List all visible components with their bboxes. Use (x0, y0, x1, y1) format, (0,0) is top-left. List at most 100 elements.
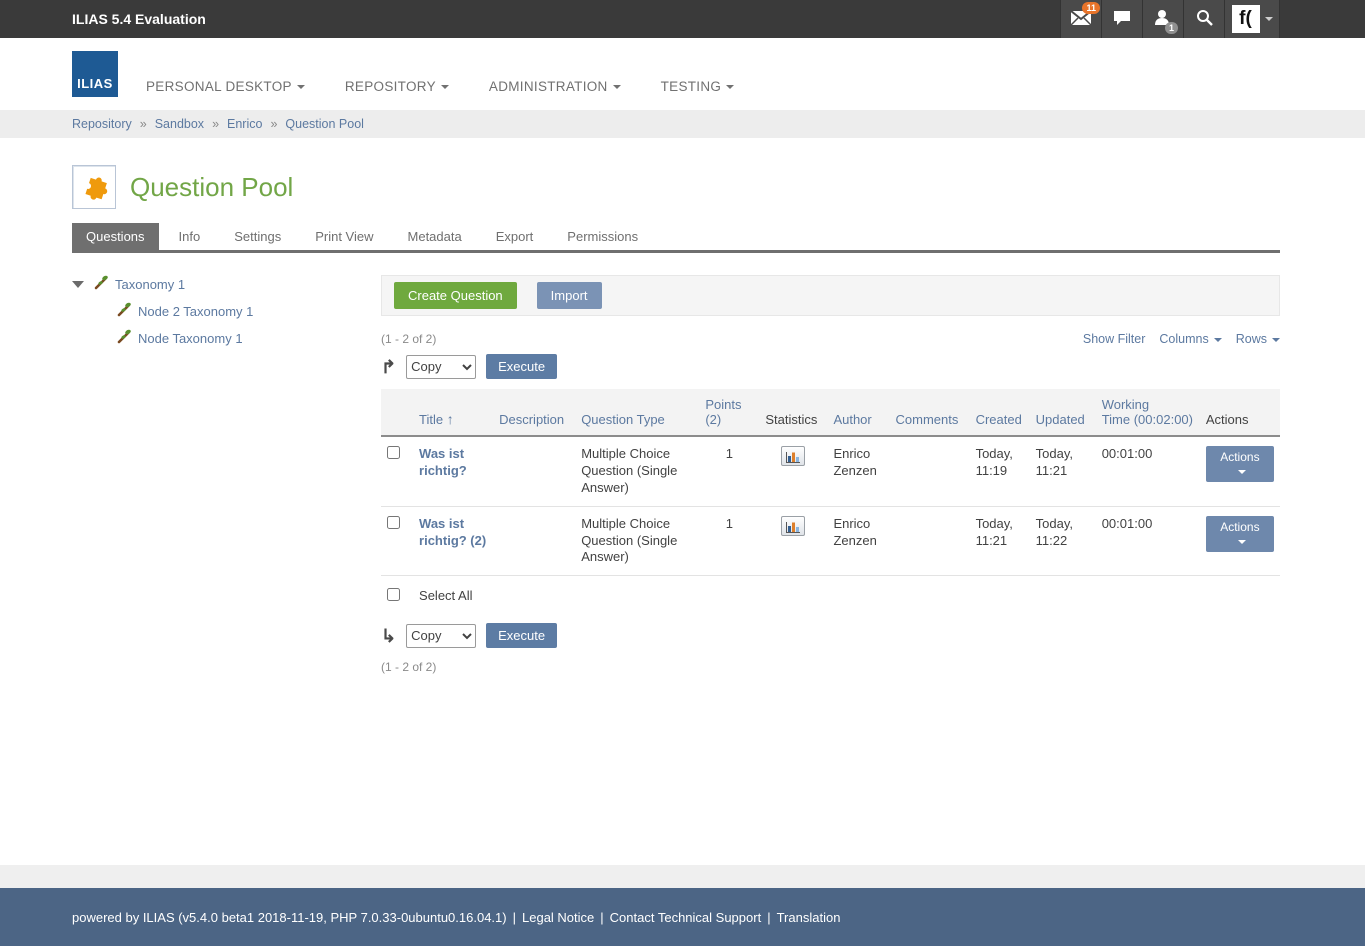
translation-link[interactable]: Translation (776, 909, 841, 925)
breadcrumb: Repository » Sandbox » Enrico » Question… (0, 110, 1365, 138)
search-button[interactable] (1183, 0, 1224, 38)
header-author: Author (827, 389, 890, 437)
title-cell: Was ist richtig? (2) (413, 506, 494, 577)
contact-support-link[interactable]: Contact Technical Support (609, 909, 762, 925)
question-title-link[interactable]: Was ist richtig? (2) (419, 515, 487, 548)
statistics-icon[interactable] (781, 446, 806, 466)
bulk-action-select[interactable]: Copy (406, 623, 477, 648)
chevron-down-icon (296, 84, 305, 89)
search-icon (1196, 9, 1213, 29)
pager-top: (1 - 2 of 2) (381, 332, 437, 346)
taxonomy-node-icon (94, 275, 109, 293)
row-actions-button[interactable]: Actions (1205, 446, 1274, 482)
sort-by-points-link[interactable]: Points (2) (705, 397, 742, 427)
columns-dropdown[interactable]: Columns (1159, 332, 1222, 346)
tab-print-view[interactable]: Print View (315, 229, 374, 244)
legal-notice-link[interactable]: Legal Notice (522, 909, 595, 925)
chevron-down-icon (1264, 17, 1273, 21)
user-menu-button[interactable]: f( (1224, 0, 1280, 38)
working-time-line1: Working (1101, 397, 1150, 412)
sort-by-created-link[interactable]: Created (975, 412, 1022, 427)
breadcrumb-repository[interactable]: Repository (72, 117, 132, 131)
row-checkbox[interactable] (387, 446, 400, 459)
chevron-down-icon (440, 84, 449, 89)
nav-personal-desktop[interactable]: PERSONAL DESKTOP (146, 79, 305, 94)
statistics-icon[interactable] (781, 515, 806, 536)
collapse-triangle-icon[interactable] (72, 280, 84, 288)
rows-dropdown[interactable]: Rows (1236, 332, 1280, 346)
actions-label: Actions (1220, 519, 1260, 534)
taxonomy-node-icon (117, 329, 132, 347)
question-title-link[interactable]: Was ist richtig? (419, 446, 467, 478)
points-cell: 1 (699, 436, 760, 507)
statistics-cell (759, 436, 828, 507)
sort-by-description-link[interactable]: Description (499, 412, 565, 427)
header-title: Title ↑ (413, 389, 494, 437)
pager-bottom: (1 - 2 of 2) (381, 660, 437, 675)
tree-link-taxonomy-1[interactable]: Taxonomy 1 (115, 276, 186, 292)
breadcrumb-sandbox[interactable]: Sandbox (154, 117, 205, 131)
breadcrumb-enrico[interactable]: Enrico (227, 117, 263, 131)
breadcrumb-separator: » (139, 117, 147, 131)
tree-node-root: Taxonomy 1 (72, 275, 381, 293)
tab-export[interactable]: Export (495, 229, 534, 244)
main-content: Question Pool Questions Info Settings Pr… (0, 138, 1365, 865)
tree-link-node-taxonomy-1[interactable]: Node Taxonomy 1 (138, 330, 243, 346)
sort-by-updated-link[interactable]: Updated (1035, 412, 1085, 427)
chat-button[interactable] (1101, 0, 1142, 38)
comments-cell (889, 506, 970, 577)
nav-testing[interactable]: TESTING (661, 79, 735, 94)
top-bar: ILIAS 5.4 Evaluation 11 1 f( (0, 0, 1365, 38)
tab-metadata[interactable]: Metadata (407, 229, 462, 244)
header-updated: Updated (1029, 389, 1096, 437)
tab-permissions[interactable]: Permissions (567, 229, 639, 244)
breadcrumb-question-pool[interactable]: Question Pool (285, 117, 364, 131)
question-type-cell: Multiple Choice Question (Single Answer) (575, 506, 700, 577)
tab-questions[interactable]: Questions (72, 223, 159, 250)
description-cell (493, 506, 576, 577)
ilias-logo[interactable]: ILIAS (72, 51, 118, 97)
mail-button[interactable]: 11 (1060, 0, 1101, 38)
main-navigation: ILIAS PERSONAL DESKTOP REPOSITORY ADMINI… (0, 38, 1365, 110)
sort-by-author-link[interactable]: Author (833, 412, 872, 427)
table-row: Was ist richtig? (2) Multiple Choice Que… (381, 506, 1280, 577)
created-cell: Today, 11:19 (969, 436, 1030, 507)
sort-ascending-icon[interactable]: ↑ (446, 411, 454, 427)
row-actions-button[interactable]: Actions (1205, 515, 1274, 552)
sort-by-working-time-link[interactable]: Working Time (00:02:00) (1102, 397, 1194, 427)
nav-repository[interactable]: REPOSITORY (345, 79, 449, 94)
tab-bar: Questions Info Settings Print View Metad… (72, 223, 1280, 253)
table-row: Was ist richtig? Multiple Choice Questio… (381, 436, 1280, 507)
header-actions: Actions (1199, 389, 1280, 437)
mail-count-badge: 11 (1082, 2, 1100, 14)
header-created: Created (969, 389, 1030, 437)
title-bar: Question Pool (0, 138, 1365, 209)
sort-by-title-link[interactable]: Title (419, 412, 444, 427)
row-checkbox[interactable] (387, 515, 400, 529)
apply-to-bottom-arrow-icon: ↳ (381, 625, 397, 646)
show-filter-link[interactable]: Show Filter (1082, 332, 1146, 346)
question-pool-icon (72, 165, 116, 209)
tab-settings[interactable]: Settings (234, 229, 282, 244)
select-all-row: Select All (381, 576, 1280, 615)
sort-by-comments-link[interactable]: Comments (895, 412, 959, 427)
taxonomy-tree: Taxonomy 1 Node 2 Taxonomy 1 Node Taxono… (72, 275, 381, 674)
nav-administration[interactable]: ADMINISTRATION (489, 79, 621, 94)
header-working-time: Working Time (00:02:00) (1095, 389, 1200, 437)
execute-button-top[interactable]: Execute (486, 354, 558, 379)
statistics-cell (759, 506, 828, 577)
who-is-online-button[interactable]: 1 (1142, 0, 1183, 38)
tab-info[interactable]: Info (178, 229, 201, 244)
row-checkbox-cell (381, 506, 414, 577)
tree-link-node-2-taxonomy-1[interactable]: Node 2 Taxonomy 1 (138, 303, 254, 319)
select-all-checkbox[interactable] (387, 588, 400, 602)
import-button[interactable]: Import (536, 282, 602, 309)
execute-button-bottom[interactable]: Execute (486, 623, 558, 649)
create-question-button[interactable]: Create Question (394, 282, 517, 309)
body-row: Taxonomy 1 Node 2 Taxonomy 1 Node Taxono… (0, 253, 1365, 674)
updated-cell: Today, 11:22 (1029, 506, 1096, 577)
header-statistics: Statistics (759, 389, 828, 437)
title-cell: Was ist richtig? (413, 436, 494, 507)
bulk-action-select[interactable]: Copy (406, 354, 477, 379)
sort-by-type-link[interactable]: Question Type (581, 412, 665, 427)
